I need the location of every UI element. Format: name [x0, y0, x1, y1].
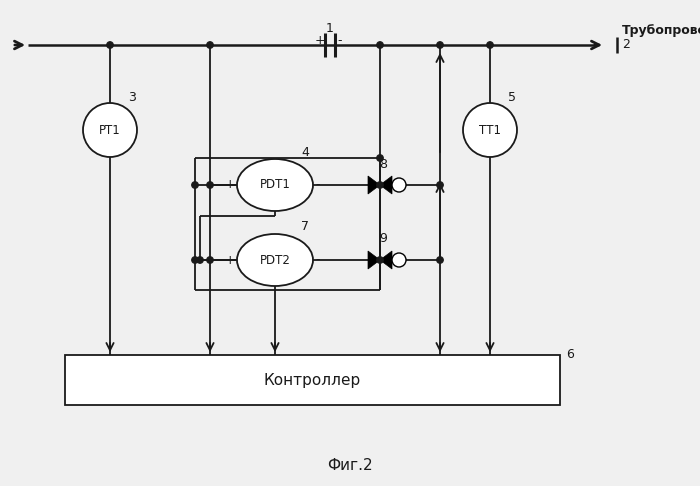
Circle shape — [107, 42, 113, 48]
Text: 6: 6 — [566, 348, 574, 362]
Circle shape — [377, 182, 383, 188]
Circle shape — [486, 42, 493, 48]
Text: 9: 9 — [379, 232, 387, 245]
Circle shape — [377, 42, 383, 48]
Text: 2: 2 — [622, 38, 630, 52]
Polygon shape — [380, 251, 392, 269]
Polygon shape — [368, 176, 380, 194]
Circle shape — [377, 155, 383, 161]
Text: 8: 8 — [379, 157, 387, 171]
Circle shape — [437, 257, 443, 263]
Polygon shape — [380, 176, 392, 194]
Circle shape — [377, 257, 383, 263]
Text: РТ1: РТ1 — [99, 123, 121, 137]
Circle shape — [206, 182, 214, 188]
Text: PDT1: PDT1 — [260, 178, 290, 191]
Circle shape — [437, 182, 443, 188]
Text: 4: 4 — [301, 145, 309, 158]
Circle shape — [83, 103, 137, 157]
Circle shape — [197, 257, 203, 263]
Circle shape — [463, 103, 517, 157]
Circle shape — [192, 257, 198, 263]
Text: PDT2: PDT2 — [260, 254, 290, 266]
Circle shape — [192, 182, 198, 188]
Ellipse shape — [237, 234, 313, 286]
Text: +: + — [225, 178, 235, 191]
Text: -: - — [316, 254, 321, 266]
Text: -: - — [337, 35, 342, 48]
Circle shape — [206, 42, 214, 48]
Text: -: - — [316, 178, 321, 191]
Ellipse shape — [237, 159, 313, 211]
Text: +: + — [315, 35, 326, 48]
Text: Контроллер: Контроллер — [264, 372, 361, 387]
Text: 1: 1 — [326, 22, 334, 35]
Text: ТТ1: ТТ1 — [479, 123, 501, 137]
Circle shape — [392, 178, 406, 192]
Text: 7: 7 — [301, 221, 309, 233]
Text: 5: 5 — [508, 91, 516, 104]
Polygon shape — [368, 251, 380, 269]
Text: 3: 3 — [128, 91, 136, 104]
Text: Трубопровод: Трубопровод — [622, 24, 700, 37]
Circle shape — [392, 253, 406, 267]
Bar — [65, 355, 560, 405]
Circle shape — [206, 257, 214, 263]
Text: Фиг.2: Фиг.2 — [327, 457, 373, 472]
Circle shape — [437, 42, 443, 48]
Text: +: + — [225, 254, 235, 266]
